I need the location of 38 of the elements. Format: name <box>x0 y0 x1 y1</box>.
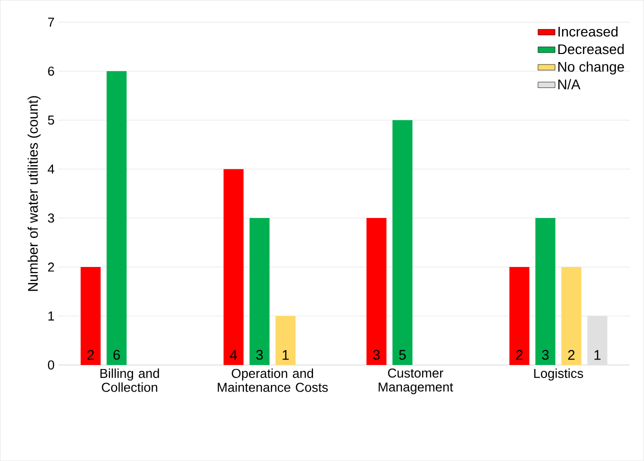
bar <box>392 120 412 365</box>
bar <box>224 169 244 365</box>
y-tick-label: 6 <box>48 66 54 76</box>
legend-label: No change <box>558 61 624 74</box>
x-tick-label: Operation and Maintenance Costs <box>218 368 328 392</box>
legend-label: Increased <box>558 26 618 37</box>
bar <box>80 266 101 365</box>
y-axis-title: Number of water utilities (count) <box>28 96 41 291</box>
data-label: 4 <box>230 350 238 360</box>
legend-label: N/A <box>558 79 580 90</box>
data-label: 3 <box>373 350 380 360</box>
x-tick-label: Customer Management <box>378 368 454 394</box>
data-label: 3 <box>542 350 549 360</box>
y-tick-label: 3 <box>48 213 54 223</box>
y-tick-label: 7 <box>48 18 54 27</box>
x-tick-label: Logistics <box>534 368 584 381</box>
y-tick-label: 1 <box>48 312 54 320</box>
data-label: 3 <box>256 350 263 360</box>
data-label: 1 <box>594 350 601 360</box>
y-tick-label: 4 <box>48 164 54 174</box>
data-label: 2 <box>516 350 523 360</box>
y-tick-label: 5 <box>48 116 54 125</box>
y-tick-label: 2 <box>48 262 54 272</box>
y-tick-label: 0 <box>48 360 54 370</box>
bar <box>106 71 127 365</box>
legend-label: Decreased <box>558 44 624 54</box>
bar <box>561 266 582 365</box>
data-label: 6 <box>113 350 120 360</box>
data-label: 2 <box>568 350 575 360</box>
data-label: 2 <box>87 350 94 360</box>
bar <box>250 218 270 365</box>
data-label: 1 <box>282 350 289 360</box>
bar <box>509 266 530 365</box>
bar <box>366 218 386 365</box>
bar <box>535 218 556 365</box>
data-label: 5 <box>399 350 406 360</box>
bar <box>276 316 296 365</box>
x-tick-label: Billing and Collection <box>100 368 159 392</box>
